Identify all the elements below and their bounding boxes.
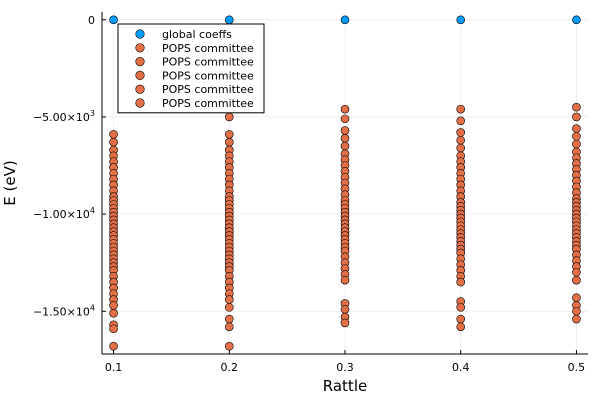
data-point [224,295,234,304]
data-point [109,308,118,318]
data-point [224,303,234,312]
data-point [224,137,234,147]
data-point [224,341,234,351]
data-point [572,139,581,149]
data-points [109,15,581,351]
legend-label: global coeffs [162,28,232,41]
data-point [109,341,118,351]
data-point [109,324,118,334]
data-point [572,293,581,302]
data-point [456,303,466,312]
legend-label: POPS committee [162,97,254,110]
data-point [572,275,581,285]
data-point [572,102,581,112]
y-tick-label: −1.00×104 [33,206,95,221]
data-point [224,130,234,139]
legend-marker [135,98,145,108]
data-point [456,15,466,25]
legend-marker [135,56,145,67]
x-tick-label: 0.3 [336,361,354,374]
data-point [456,104,466,114]
data-point [456,277,466,287]
data-point [340,134,350,143]
legend-label: POPS committee [162,56,254,69]
tick-labels: 0.1 0.2 0.3 0.4 0.5 0 −5.00×103 −1.00×104 −1.50×… [33,14,585,374]
data-point [340,318,350,328]
legend-label: POPS committee [162,69,254,82]
data-point [456,143,466,153]
data-point [572,112,581,122]
axes [101,12,588,355]
data-point [224,314,234,324]
legend-marker [135,29,145,39]
x-tick-label: 0.4 [452,361,470,374]
data-point [572,132,581,141]
data-point [109,130,118,139]
y-tick-label: −5.00×103 [33,109,95,124]
legend-marker [135,43,145,53]
legend-box [117,23,265,114]
data-point [340,141,350,151]
data-point [456,314,466,324]
legend-marker [135,70,145,80]
y-tick-label: 0 [88,14,95,27]
legend-label: POPS committee [162,42,254,55]
data-point [456,135,466,145]
data-point [572,314,581,324]
x-tick-label: 0.5 [568,361,586,374]
y-axis-title: E (eV) [1,160,19,205]
data-point [340,114,350,124]
data-point [340,126,350,135]
data-point [109,15,118,25]
data-point [456,128,466,137]
data-point [340,275,350,285]
data-point [340,15,350,25]
data-point [456,322,466,332]
data-point [224,112,234,122]
data-point [224,322,234,332]
legend-label: POPS committee [162,83,254,96]
x-tick-label: 0.2 [221,361,239,374]
data-point [572,15,581,25]
y-tick-label: −1.50×104 [33,303,95,318]
x-axis-title: Rattle [323,377,367,395]
data-point [224,15,234,25]
data-point [456,116,466,126]
data-point [109,301,118,310]
data-point [340,104,350,114]
data-point [572,306,581,316]
data-point [572,124,581,133]
legend-marker [135,84,145,94]
data-point [109,137,118,147]
data-point [340,305,350,314]
x-tick-label: 0.1 [105,361,123,374]
data-point [572,268,581,277]
